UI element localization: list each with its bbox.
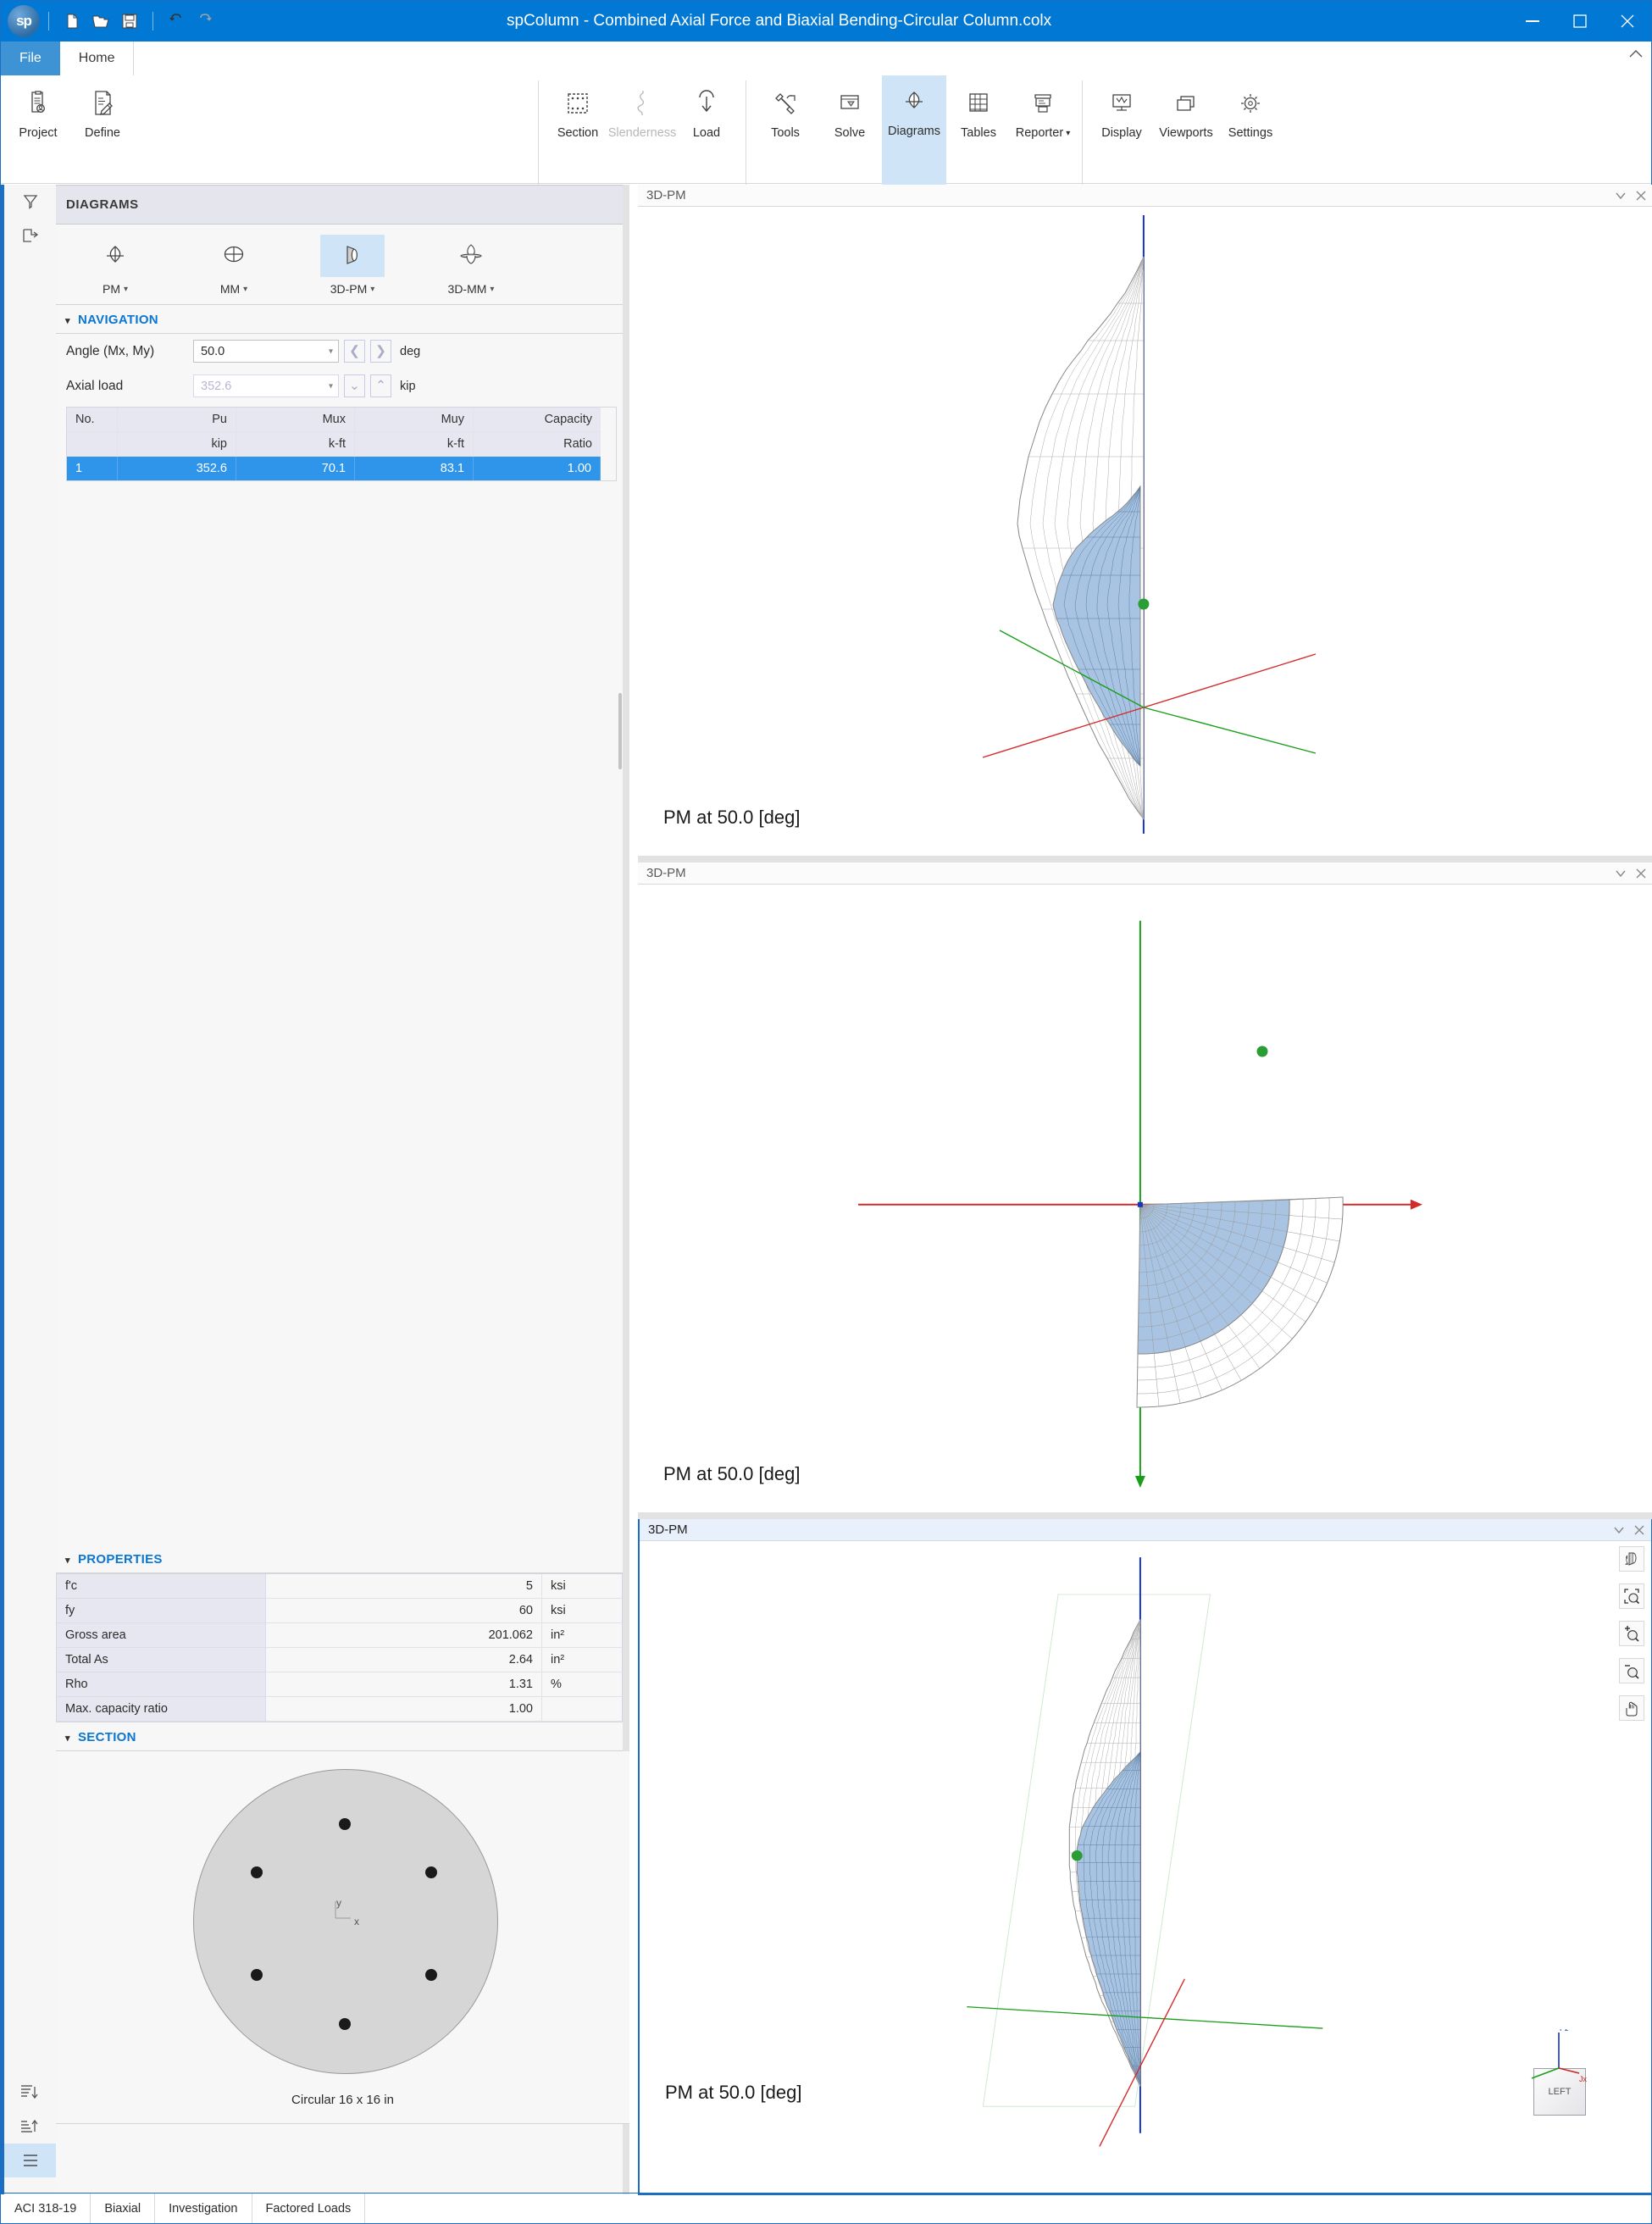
svg-text:Pz: Pz [1560, 2029, 1569, 2033]
svg-text:Jx: Jx [1579, 2075, 1588, 2083]
